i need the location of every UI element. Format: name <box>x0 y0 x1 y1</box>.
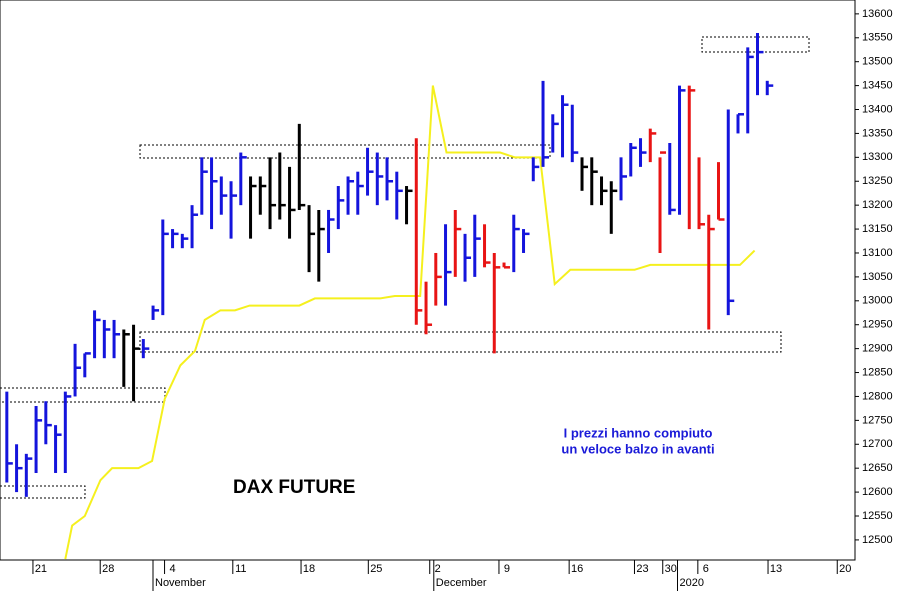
y-tick-label: 12900 <box>862 343 893 355</box>
chart-title: DAX FUTURE <box>233 477 355 498</box>
x-tick-label: 13 <box>770 563 782 575</box>
y-tick-label: 13550 <box>862 32 893 44</box>
y-tick-label: 13350 <box>862 127 893 139</box>
range-box <box>0 387 166 403</box>
y-tick-label: 12650 <box>862 462 893 474</box>
y-tick-label: 12800 <box>862 390 893 402</box>
y-tick-label: 13050 <box>862 271 893 283</box>
x-tick-label: 23 <box>636 563 648 575</box>
y-tick-label: 12850 <box>862 366 893 378</box>
y-tick-label: 13000 <box>862 295 893 307</box>
x-tick-label: 28 <box>102 563 114 575</box>
x-tick-label: 21 <box>35 563 47 575</box>
x-tick-label: 16 <box>571 563 583 575</box>
x-tick-label: 25 <box>370 563 382 575</box>
plot-frame <box>0 0 856 561</box>
y-tick-label: 12700 <box>862 438 893 450</box>
annotation: un veloce balzo in avanti <box>561 441 714 456</box>
y-tick-label: 13200 <box>862 199 893 211</box>
month-label: November <box>155 577 206 589</box>
y-tick-label: 12500 <box>862 534 893 546</box>
x-tick-label: 9 <box>504 563 510 575</box>
y-tick-label: 13400 <box>862 103 893 115</box>
moving-line <box>64 85 756 560</box>
y-tick-label: 13150 <box>862 223 893 235</box>
month-label: December <box>436 577 487 589</box>
x-tick-label: 4 <box>169 563 175 575</box>
y-tick-label: 12750 <box>862 414 893 426</box>
y-tick-label: 13250 <box>862 175 893 187</box>
y-tick-label: 12550 <box>862 510 893 522</box>
y-tick-label: 13100 <box>862 247 893 259</box>
y-tick-label: 13300 <box>862 151 893 163</box>
x-tick-label: 2 <box>435 563 441 575</box>
y-tick-label: 13600 <box>862 8 893 20</box>
y-tick-label: 12950 <box>862 319 893 331</box>
y-tick-label: 13500 <box>862 56 893 68</box>
x-tick-label: 6 <box>703 563 709 575</box>
y-tick-label: 13450 <box>862 80 893 92</box>
range-box <box>139 144 551 159</box>
x-tick-label: 20 <box>839 563 851 575</box>
y-tick-label: 12600 <box>862 486 893 498</box>
range-box <box>139 331 782 353</box>
month-label: 2020 <box>680 577 704 589</box>
x-tick-label: 30 <box>665 563 677 575</box>
x-tick-label: 18 <box>303 563 315 575</box>
range-box <box>701 36 810 53</box>
x-tick-label: 11 <box>235 563 246 575</box>
annotation: I prezzi hanno compiuto <box>564 425 713 440</box>
